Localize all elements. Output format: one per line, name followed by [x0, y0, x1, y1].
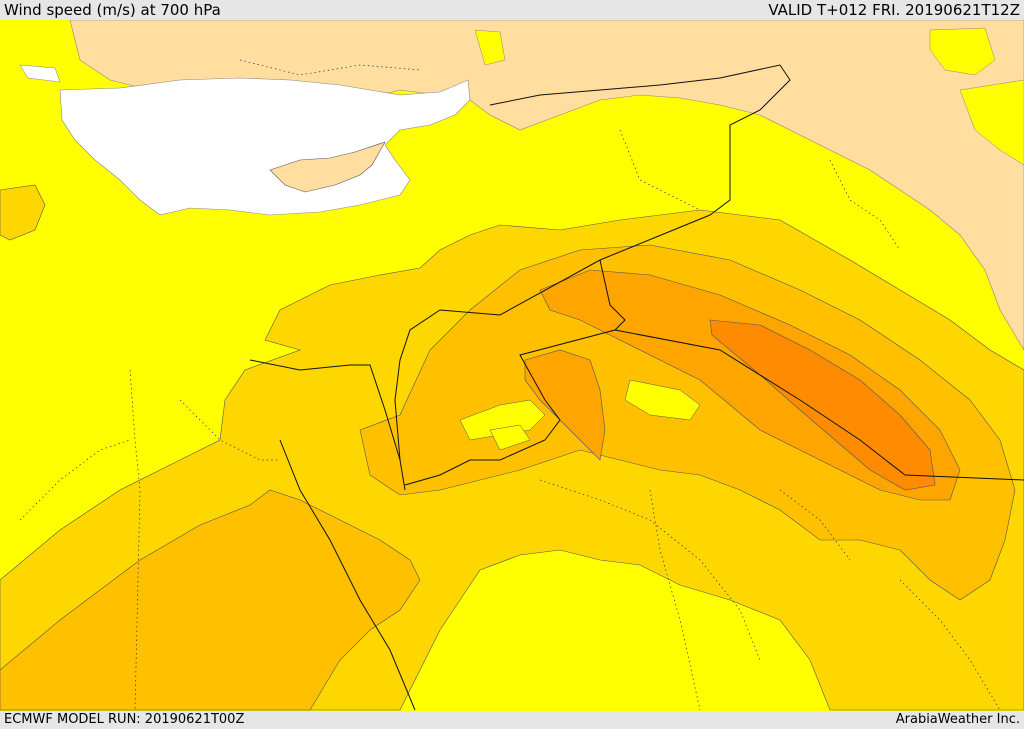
yellow-patch-north-2: [959, 79, 1024, 166]
header-bar: Wind speed (m/s) at 700 hPa VALID T+012 …: [0, 0, 1024, 20]
country-borders: [249, 64, 1024, 711]
wind-core-level-4: [709, 319, 936, 491]
wind-band-level-2-east: [359, 244, 1016, 601]
yellow-patch-north-3: [474, 29, 506, 66]
cyprus-island: [269, 141, 386, 193]
calm-region-coast: [19, 64, 61, 83]
province-borders: [19, 59, 1001, 711]
wind-band-level-2: [0, 489, 421, 711]
wind-band-level-1-west: [0, 184, 46, 241]
model-run: ECMWF MODEL RUN: 20190621T00Z: [4, 712, 245, 727]
map-title: Wind speed (m/s) at 700 hPa: [4, 1, 221, 19]
yellow-hole-1: [459, 399, 546, 441]
yellow-hole-3: [489, 424, 531, 451]
footer-bar: ECMWF MODEL RUN: 20190621T00Z ArabiaWeat…: [0, 711, 1024, 729]
yellow-patch-north-1: [929, 27, 996, 76]
yellow-hole-2: [624, 379, 701, 421]
credit-label: ArabiaWeather Inc.: [895, 712, 1020, 727]
calm-region-sea: [59, 77, 471, 216]
valid-time: VALID T+012 FRI. 20190621T12Z: [768, 1, 1020, 19]
wind-speed-map: [0, 20, 1024, 711]
wind-band-level-3-south: [524, 349, 606, 461]
